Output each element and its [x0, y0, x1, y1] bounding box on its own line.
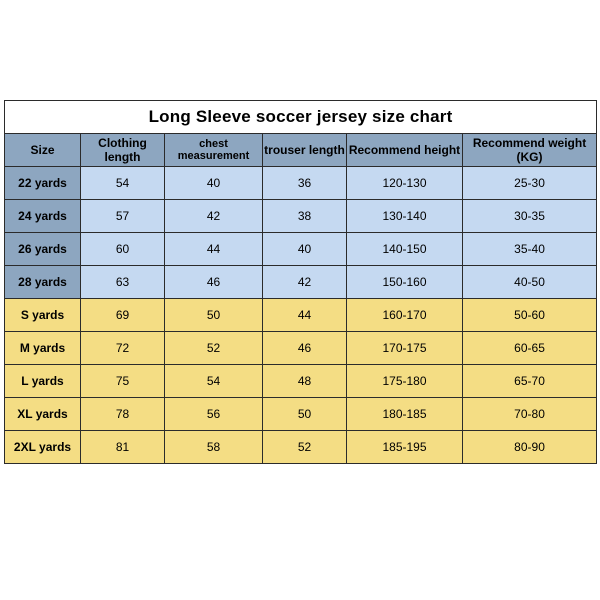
table-row: L yards 75 54 48 175-180 65-70 — [5, 365, 597, 398]
cell: 40-50 — [463, 266, 597, 299]
cell: 52 — [263, 431, 347, 464]
cell: 80-90 — [463, 431, 597, 464]
table-row: 26 yards 60 44 40 140-150 35-40 — [5, 233, 597, 266]
cell: 42 — [263, 266, 347, 299]
cell: 160-170 — [347, 299, 463, 332]
col-chest: chest measurement — [165, 134, 263, 167]
cell: 30-35 — [463, 200, 597, 233]
cell: 175-180 — [347, 365, 463, 398]
cell: 57 — [81, 200, 165, 233]
cell: 35-40 — [463, 233, 597, 266]
table-row: S yards 69 50 44 160-170 50-60 — [5, 299, 597, 332]
cell: 50-60 — [463, 299, 597, 332]
col-trouser-length: trouser length — [263, 134, 347, 167]
cell: 36 — [263, 167, 347, 200]
col-clothing-length: Clothing length — [81, 134, 165, 167]
cell: 54 — [165, 365, 263, 398]
cell: 65-70 — [463, 365, 597, 398]
cell-size: L yards — [5, 365, 81, 398]
cell: 140-150 — [347, 233, 463, 266]
cell: 46 — [263, 332, 347, 365]
cell: 44 — [263, 299, 347, 332]
cell-size: M yards — [5, 332, 81, 365]
cell-size: XL yards — [5, 398, 81, 431]
table-row: M yards 72 52 46 170-175 60-65 — [5, 332, 597, 365]
header-row: Size Clothing length chest measurement t… — [5, 134, 597, 167]
cell: 185-195 — [347, 431, 463, 464]
cell: 63 — [81, 266, 165, 299]
cell: 50 — [165, 299, 263, 332]
table-row: XL yards 78 56 50 180-185 70-80 — [5, 398, 597, 431]
cell: 60 — [81, 233, 165, 266]
col-size: Size — [5, 134, 81, 167]
cell: 72 — [81, 332, 165, 365]
cell: 50 — [263, 398, 347, 431]
cell: 81 — [81, 431, 165, 464]
cell-size: 22 yards — [5, 167, 81, 200]
cell: 180-185 — [347, 398, 463, 431]
cell: 170-175 — [347, 332, 463, 365]
cell: 75 — [81, 365, 165, 398]
cell: 48 — [263, 365, 347, 398]
cell: 58 — [165, 431, 263, 464]
cell-size: S yards — [5, 299, 81, 332]
cell: 70-80 — [463, 398, 597, 431]
cell: 120-130 — [347, 167, 463, 200]
cell: 54 — [81, 167, 165, 200]
cell: 130-140 — [347, 200, 463, 233]
cell: 25-30 — [463, 167, 597, 200]
cell: 78 — [81, 398, 165, 431]
cell-size: 2XL yards — [5, 431, 81, 464]
cell-size: 26 yards — [5, 233, 81, 266]
cell: 69 — [81, 299, 165, 332]
cell-size: 28 yards — [5, 266, 81, 299]
table-row: 28 yards 63 46 42 150-160 40-50 — [5, 266, 597, 299]
col-recommend-height: Recommend height — [347, 134, 463, 167]
cell: 56 — [165, 398, 263, 431]
cell: 42 — [165, 200, 263, 233]
cell: 60-65 — [463, 332, 597, 365]
cell: 52 — [165, 332, 263, 365]
table-row: 2XL yards 81 58 52 185-195 80-90 — [5, 431, 597, 464]
col-recommend-weight: Recommend weight (KG) — [463, 134, 597, 167]
table-row: 22 yards 54 40 36 120-130 25-30 — [5, 167, 597, 200]
table-row: 24 yards 57 42 38 130-140 30-35 — [5, 200, 597, 233]
table-title: Long Sleeve soccer jersey size chart — [5, 101, 597, 134]
cell: 44 — [165, 233, 263, 266]
size-chart-wrapper: Long Sleeve soccer jersey size chart Siz… — [4, 100, 596, 464]
cell-size: 24 yards — [5, 200, 81, 233]
cell: 150-160 — [347, 266, 463, 299]
cell: 38 — [263, 200, 347, 233]
cell: 40 — [263, 233, 347, 266]
size-chart-table: Long Sleeve soccer jersey size chart Siz… — [4, 100, 597, 464]
cell: 46 — [165, 266, 263, 299]
cell: 40 — [165, 167, 263, 200]
